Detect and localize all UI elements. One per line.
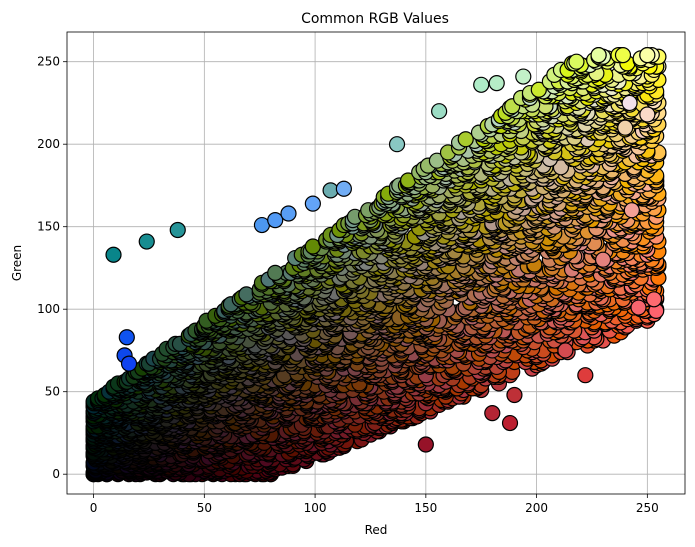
scatter-point <box>457 131 474 148</box>
scatter-point <box>267 264 284 281</box>
chart-title: Common RGB Values <box>301 11 449 27</box>
plot-area <box>85 46 667 483</box>
